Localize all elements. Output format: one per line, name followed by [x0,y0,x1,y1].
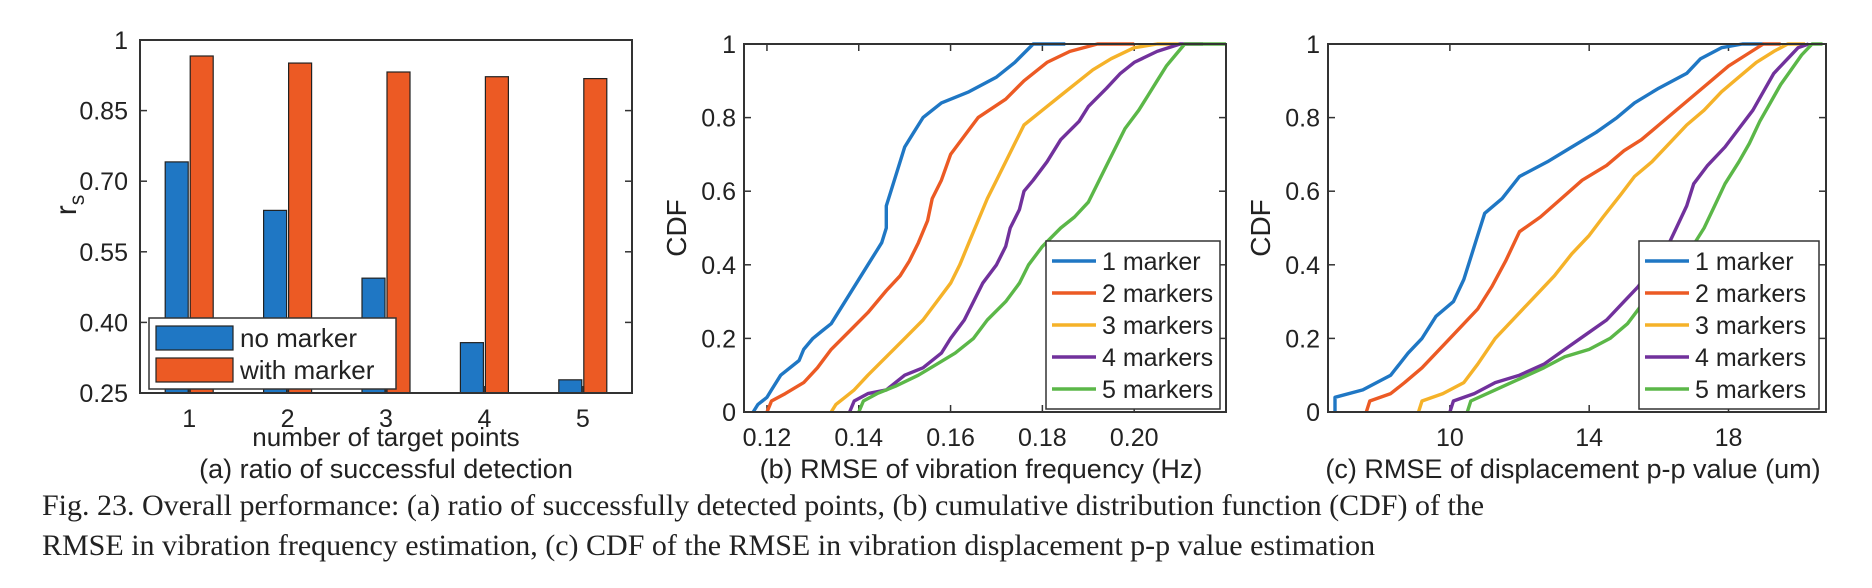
legend-label-2-markers: 2 markers [1102,280,1213,308]
chart-title: (a) ratio of successful detection [199,454,573,484]
series-line-3-markers [1416,42,1806,413]
legend-label-4-markers: 4 markers [1102,344,1213,372]
x-tick-label: 0.14 [834,424,883,452]
y-tick-label: 0.25 [79,380,128,408]
x-tick-label: 0.20 [1110,424,1159,452]
series-line-3-markers [829,42,1181,413]
bar-no-marker-4 [459,342,484,394]
legend-label-1-marker: 1 marker [1695,248,1794,276]
legend-label-2-markers: 2 markers [1695,280,1806,308]
figure-caption: Fig. 23. Overall performance: (a) ratio … [42,486,1842,566]
y-tick-label: 0.2 [701,325,736,353]
x-tick-label: 0.12 [743,424,792,452]
y-tick-label: 0.2 [1285,325,1320,353]
y-tick-label: 0.6 [701,178,736,206]
y-tick-label: 1 [114,27,128,55]
legend-label-3-markers: 3 markers [1695,312,1806,340]
plot-frame [1327,43,1827,413]
y-axis-label-subscript: s [66,195,89,206]
y-axis-label: CDF [661,199,692,257]
legend-swatch-no-marker [155,325,234,351]
y-tick-label: 1 [1306,31,1320,59]
series-line-2-markers [1364,42,1781,413]
y-tick-label: 0.8 [701,105,736,133]
chart-title: (c) RMSE of displacement p-p value (um) [1325,454,1820,484]
legend-label-4-markers: 4 markers [1695,344,1806,372]
x-tick-label: 4 [477,405,491,433]
legend-label-3-markers: 3 markers [1102,312,1213,340]
caption-line-2: RMSE in vibration frequency estimation, … [42,529,1376,562]
x-tick-label: 0.16 [926,424,975,452]
legend: 1 marker 2 markers 3 markers 4 markers 5 mar… [1045,240,1221,410]
y-tick-label: 0 [722,399,736,427]
series-line-5-markers [857,42,1226,413]
chart-displacement-cdf: 0 0.2 0.4 0.6 0.8 1 10 14 18 1 marker 2 markers 3 m… [1245,31,1827,484]
x-tick-label: 2 [281,405,295,433]
legend-swatch-with-marker [155,357,234,383]
series-line-2-markers [765,42,1135,413]
x-tick-label: 1 [182,405,196,433]
legend-label-5-markers: 5 markers [1695,376,1806,404]
x-tick-label: 5 [576,405,590,433]
y-tick-label: 0.70 [79,168,128,196]
chart-detection-ratio: 0.25 0.40 0.55 0.70 0.85 1 1 2 3 4 5 no markerwith … [50,27,633,484]
series-line-4-markers [848,42,1203,413]
series-line-1-marker [1333,42,1764,412]
bar-no-marker-5 [558,379,583,394]
y-tick-label: 0.6 [1285,178,1320,206]
chart-frequency-cdf: 0 0.2 0.4 0.6 0.8 1 0.12 0.14 0.16 0.18 0.20 1 mark… [661,31,1227,484]
chart-title: (b) RMSE of vibration frequency (Hz) [760,454,1203,484]
y-tick-label: 0.55 [79,239,128,267]
caption-line-1: Fig. 23. Overall performance: (a) ratio … [42,489,1485,522]
x-tick-label: 0.18 [1018,424,1067,452]
y-axis-label-main: r [50,205,83,215]
y-tick-label: 0.4 [701,252,736,280]
y-tick-label: 0.85 [79,98,128,126]
y-tick-label: 0 [1306,399,1320,427]
y-axis-label: CDF [1245,199,1276,257]
bar-with-marker-4 [484,76,509,394]
legend: 1 marker 2 markers 3 markers 4 markers 5 mar… [1638,240,1820,410]
y-tick-label: 0.8 [1285,105,1320,133]
legend-label-no-marker: no marker [240,323,357,353]
legend-label-1-marker: 1 marker [1102,248,1201,276]
plot-frame [743,43,1227,413]
legend-label-5-markers: 5 markers [1102,376,1213,404]
y-tick-label: 0.40 [79,309,128,337]
y-tick-label: 1 [722,31,736,59]
x-tick-label: 18 [1715,424,1743,452]
y-axis-label: rs [50,195,89,216]
bar-with-marker-5 [583,77,608,394]
x-axis-label: number of target points [252,422,519,452]
x-tick-label: 3 [379,405,393,433]
plot-frame [139,39,633,394]
x-tick-label: 14 [1575,424,1603,452]
y-tick-label: 0.4 [1285,252,1320,280]
series-line-1-marker [751,42,1066,413]
legend-label-with-marker: with marker [239,355,375,385]
x-tick-label: 10 [1436,424,1464,452]
